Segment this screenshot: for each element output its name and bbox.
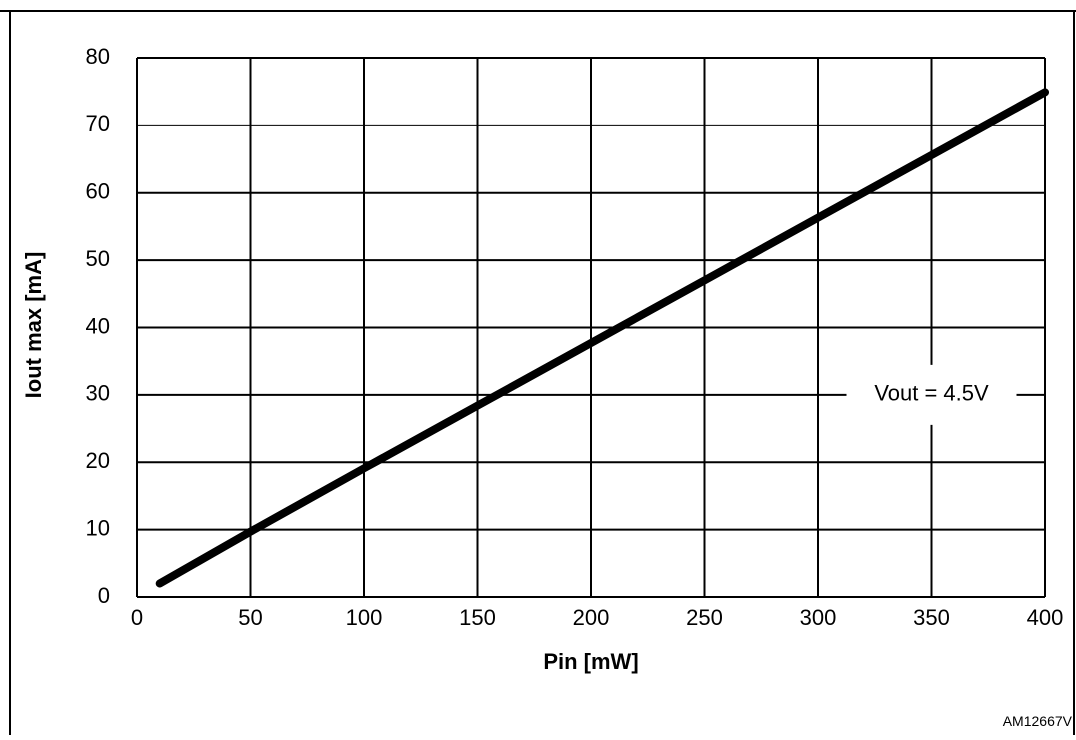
y-tick-label: 20 <box>86 448 110 473</box>
y-axis-title: Iout max [mA] <box>21 252 46 399</box>
y-tick-label: 80 <box>86 44 110 69</box>
y-tick-label: 0 <box>98 583 110 608</box>
x-tick-label: 200 <box>573 605 610 630</box>
x-axis-title: Pin [mW] <box>543 649 638 674</box>
series-line <box>155 88 1049 588</box>
annotation-layer: Vout = 4.5V <box>846 364 1017 425</box>
x-tick-label: 150 <box>459 605 496 630</box>
x-tick-label: 0 <box>131 605 143 630</box>
y-tick-label: 10 <box>86 515 110 540</box>
series-layer <box>155 88 1049 588</box>
figure-code: AM12667V <box>1003 713 1073 729</box>
annotation-label: Vout = 4.5V <box>874 381 989 406</box>
y-tick-label: 40 <box>86 313 110 338</box>
x-tick-label: 350 <box>913 605 950 630</box>
x-tick-label: 400 <box>1027 605 1064 630</box>
annotation-background <box>846 364 1017 425</box>
y-tick-label: 50 <box>86 246 110 271</box>
x-tick-label: 100 <box>346 605 383 630</box>
x-tick-label: 300 <box>800 605 837 630</box>
y-tick-label: 60 <box>86 179 110 204</box>
y-tick-label: 30 <box>86 381 110 406</box>
y-tick-label: 70 <box>86 111 110 136</box>
tick-layer: 0 50 100 150 200 250 300 350 400 0 10 20 30 40 50 60 70 8… <box>86 44 1064 630</box>
grid-layer <box>136 57 1046 598</box>
x-tick-label: 50 <box>238 605 262 630</box>
x-tick-label: 250 <box>686 605 723 630</box>
